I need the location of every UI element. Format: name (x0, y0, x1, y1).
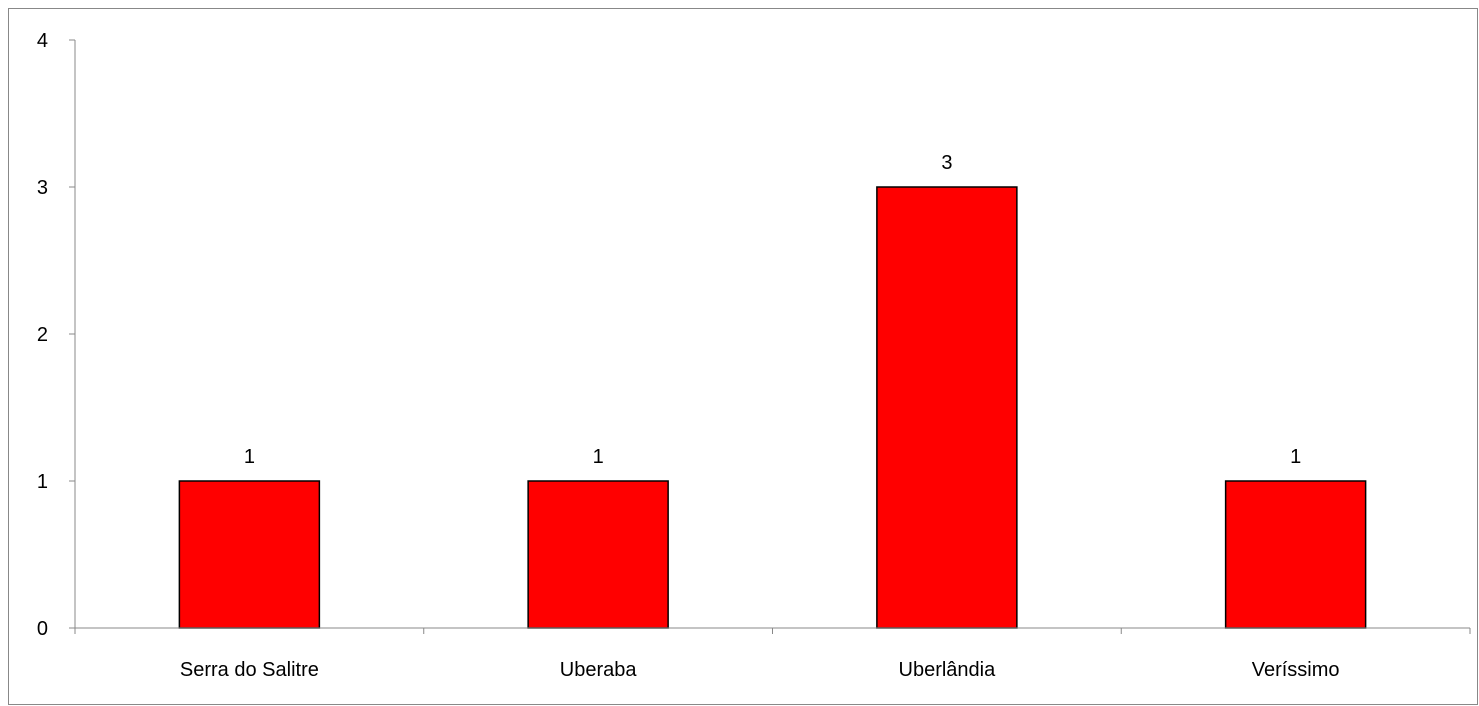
y-tick-label: 2 (37, 324, 48, 346)
bar (178, 480, 321, 629)
bar (1224, 480, 1367, 629)
bar (527, 480, 669, 629)
x-tick-label: Uberlândia (899, 659, 997, 681)
x-tick-label: Veríssimo (1252, 659, 1340, 681)
y-tick-label: 0 (37, 618, 48, 640)
data-label: 1 (244, 446, 255, 468)
y-tick-label: 3 (37, 177, 48, 199)
y-tick-label: 4 (37, 30, 48, 52)
x-tick-label: Uberaba (560, 659, 638, 681)
y-tick-label: 1 (37, 471, 48, 493)
data-label: 3 (941, 152, 952, 174)
data-label: 1 (593, 446, 604, 468)
bar (876, 186, 1018, 629)
data-label: 1 (1290, 446, 1301, 468)
x-tick-label: Serra do Salitre (180, 659, 319, 681)
